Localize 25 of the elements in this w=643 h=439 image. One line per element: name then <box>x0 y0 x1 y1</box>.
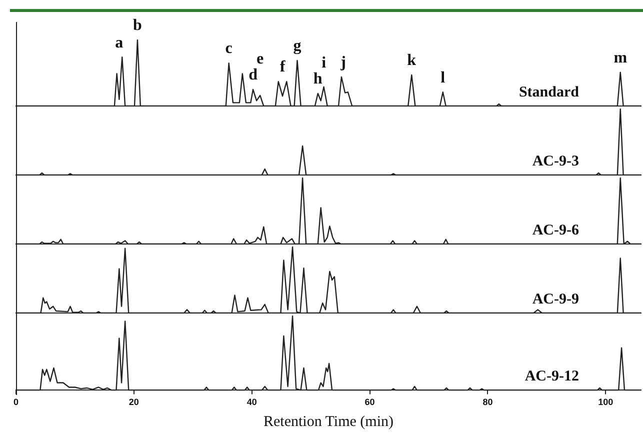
annotation: a <box>115 34 124 52</box>
series-label: AC-9-9 <box>532 291 579 308</box>
annotation: m <box>614 49 628 66</box>
x-tick-label: 100 <box>598 397 614 408</box>
annotation: e <box>256 50 264 68</box>
annotation: b <box>133 17 142 34</box>
series-label: Standard <box>518 84 580 100</box>
annotation: f <box>280 58 286 76</box>
x-axis-title: Retention Time (min) <box>263 414 394 430</box>
annotation: j <box>340 54 346 72</box>
x-tick-label: 80 <box>482 397 493 408</box>
annotation: h <box>313 70 322 88</box>
series-label: AC-9-12 <box>524 368 579 385</box>
annotation: i <box>322 54 327 72</box>
annotation: l <box>440 69 446 86</box>
annotation: d <box>248 66 258 84</box>
x-tick-label: 60 <box>364 397 375 408</box>
annotation: k <box>407 52 416 70</box>
x-tick-label: 0 <box>13 397 19 408</box>
annotation: c <box>225 40 232 58</box>
x-tick-label: 40 <box>246 397 257 408</box>
series-label: AC-9-3 <box>532 153 579 170</box>
x-tick-label: 20 <box>128 397 139 408</box>
annotation: g <box>293 38 302 55</box>
series-label: AC-9-6 <box>532 222 580 238</box>
